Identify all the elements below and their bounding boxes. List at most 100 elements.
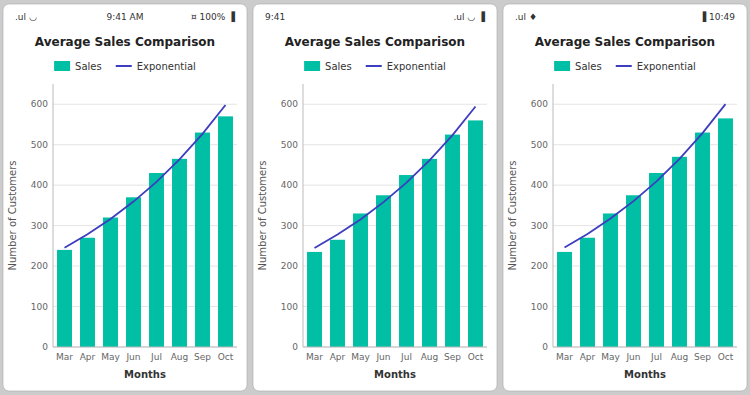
grid-line — [553, 347, 737, 348]
grid-line — [53, 104, 237, 105]
x-tick-label: Aug — [171, 352, 189, 362]
bar — [80, 238, 95, 347]
marks — [57, 105, 233, 347]
status-text: .ul ♦ — [515, 12, 537, 22]
x-tick-label: Aug — [421, 352, 439, 362]
x-axis-label: Months — [624, 369, 666, 380]
legend-swatch — [304, 61, 320, 71]
y-tick-label: 100 — [531, 302, 548, 312]
x-tick-label: Sep — [694, 352, 711, 362]
chart-root: .ul ◡9:41 AM¤ 100% ▐Average Sales Compar… — [0, 0, 750, 395]
y-axis — [553, 84, 554, 347]
grid-line — [553, 104, 737, 105]
y-tick-label: 600 — [281, 99, 298, 109]
marks — [557, 104, 733, 347]
legend: Sales Exponential — [304, 61, 446, 72]
x-tick-label: Oct — [718, 352, 734, 362]
panel: .ul ◡9:41 AM¤ 100% ▐Average Sales Compar… — [3, 4, 247, 391]
bar — [399, 175, 414, 347]
background — [0, 0, 750, 395]
bar — [353, 213, 368, 347]
bar — [718, 118, 733, 347]
x-tick-label: Oct — [218, 352, 234, 362]
panel-background — [503, 4, 747, 391]
legend: Sales Exponential — [554, 61, 696, 72]
y-axis — [53, 84, 54, 347]
legend-swatch — [116, 65, 132, 67]
x-tick-label: Aug — [671, 352, 689, 362]
title: Average Sales Comparison — [35, 35, 215, 49]
bar — [172, 159, 187, 347]
x-tick-label: Sep — [194, 352, 211, 362]
bar — [672, 157, 687, 347]
y-tick-label: 600 — [531, 99, 548, 109]
trend-line — [65, 105, 226, 248]
x-tick-label: Sep — [444, 352, 461, 362]
bar — [557, 252, 572, 347]
x-tick-label: Apr — [330, 352, 346, 362]
bar — [626, 195, 641, 347]
x-tick-label: May — [101, 352, 120, 362]
y-tick-label: 100 — [31, 302, 48, 312]
bar — [422, 159, 437, 347]
legend-swatch — [366, 65, 382, 67]
y-tick-label: 400 — [281, 180, 298, 190]
status-text: ¤ 100% ▐ — [191, 11, 235, 23]
legend-label: Exponential — [637, 61, 696, 72]
y-tick-label: 400 — [531, 180, 548, 190]
trend-line — [565, 104, 726, 247]
y-tick-label: 500 — [531, 140, 548, 150]
legend-label: Sales — [575, 61, 602, 72]
bar — [468, 120, 483, 347]
x-tick-label: Apr — [80, 352, 96, 362]
x-tick-label: Jun — [125, 352, 140, 362]
y-tick-label: 300 — [31, 221, 48, 231]
bar — [649, 173, 664, 347]
y-tick-label: 300 — [531, 221, 548, 231]
legend-label: Exponential — [387, 61, 446, 72]
status-text: ▐ 10:49 — [699, 11, 735, 23]
x-tick-label: Oct — [468, 352, 484, 362]
y-tick-label: 200 — [31, 261, 48, 271]
bar — [580, 238, 595, 347]
status-text: 9:41 — [265, 12, 285, 22]
grid-line — [303, 104, 487, 105]
bar — [445, 135, 460, 347]
y-tick-label: 600 — [31, 99, 48, 109]
grid-line — [53, 347, 237, 348]
bar — [376, 195, 391, 347]
x-tick-label: May — [601, 352, 620, 362]
legend-swatch — [616, 65, 632, 67]
bar — [218, 116, 233, 347]
x-tick-label: Jun — [375, 352, 390, 362]
status-text: .ul ◡ ▐ — [453, 11, 485, 23]
y-axis-label: Number of Customers — [7, 161, 18, 271]
legend-label: Sales — [325, 61, 352, 72]
panel-background — [3, 4, 247, 391]
panel: 9:41 .ul ◡ ▐ Average Sales Comparison Sales… — [253, 4, 497, 391]
title: Average Sales Comparison — [285, 35, 465, 49]
bar — [603, 213, 618, 347]
y-axis — [303, 84, 304, 347]
bar — [307, 252, 322, 347]
x-axis-label: Months — [374, 369, 416, 380]
status-text: 9:41 AM — [107, 12, 144, 22]
x-tick-label: May — [351, 352, 370, 362]
legend: SalesExponential — [54, 61, 196, 72]
x-tick-label: Apr — [580, 352, 596, 362]
x-axis — [53, 347, 237, 348]
y-tick-label: 300 — [281, 221, 298, 231]
x-tick-label: Mar — [556, 352, 573, 362]
y-tick-label: 200 — [281, 261, 298, 271]
title: Average Sales Comparison — [535, 35, 715, 49]
y-tick-label: 500 — [31, 140, 48, 150]
bar — [126, 197, 141, 347]
x-tick-label: Jul — [400, 352, 412, 362]
bar — [149, 173, 164, 347]
x-axis-label: Months — [124, 369, 166, 380]
bar — [695, 133, 710, 347]
y-axis-label: Number of Customers — [257, 161, 268, 271]
x-tick-label: Mar — [306, 352, 323, 362]
grid-line — [303, 347, 487, 348]
legend-label: Exponential — [137, 61, 196, 72]
